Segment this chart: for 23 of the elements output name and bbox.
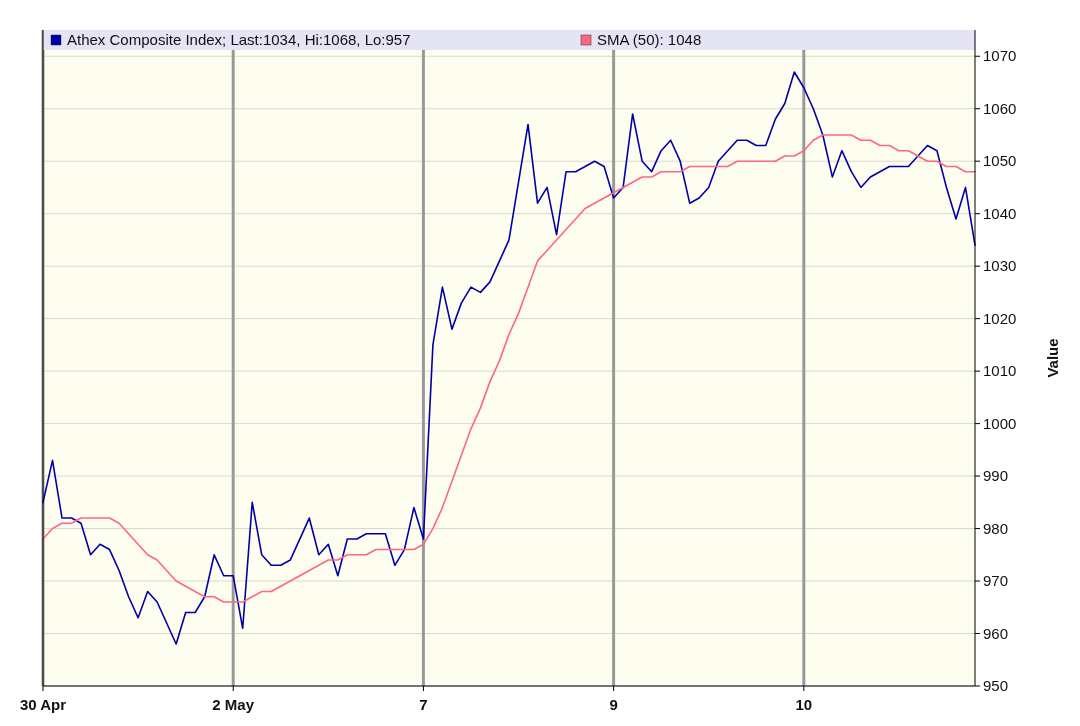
y-tick-label: 970: [983, 572, 1009, 590]
y-tick-label: 1000: [983, 414, 1017, 432]
legend-label: Athex Composite Index; Last:1034, Hi:1068, Lo:957: [67, 31, 411, 48]
x-tick-label: 2 May: [212, 696, 255, 713]
y-tick-label: 1050: [983, 152, 1017, 170]
x-tick-label: 10: [795, 696, 813, 713]
y-tick-label: 1040: [983, 204, 1017, 222]
line-series: [42, 71, 976, 645]
y-tick-label: 960: [983, 624, 1009, 642]
y-tick-label: 990: [983, 467, 1009, 485]
x-tick-label: 7: [419, 696, 428, 713]
y-tick-label: 1070: [983, 47, 1017, 65]
legend-label: SMA (50): 1048: [597, 31, 702, 48]
x-tick-label: 30 Apr: [19, 696, 67, 713]
y-tick-label: 950: [983, 677, 1009, 694]
y-tick-label: 1010: [983, 362, 1017, 380]
x-tick-label: 9: [609, 696, 618, 713]
y-tick-label: 980: [983, 519, 1009, 537]
y-tick-label: 1060: [983, 99, 1017, 117]
y-axis-title: Value: [1044, 338, 1061, 378]
y-tick-label: 1030: [983, 257, 1017, 275]
y-tick-label: 1020: [983, 309, 1017, 327]
line-series: [42, 134, 976, 603]
